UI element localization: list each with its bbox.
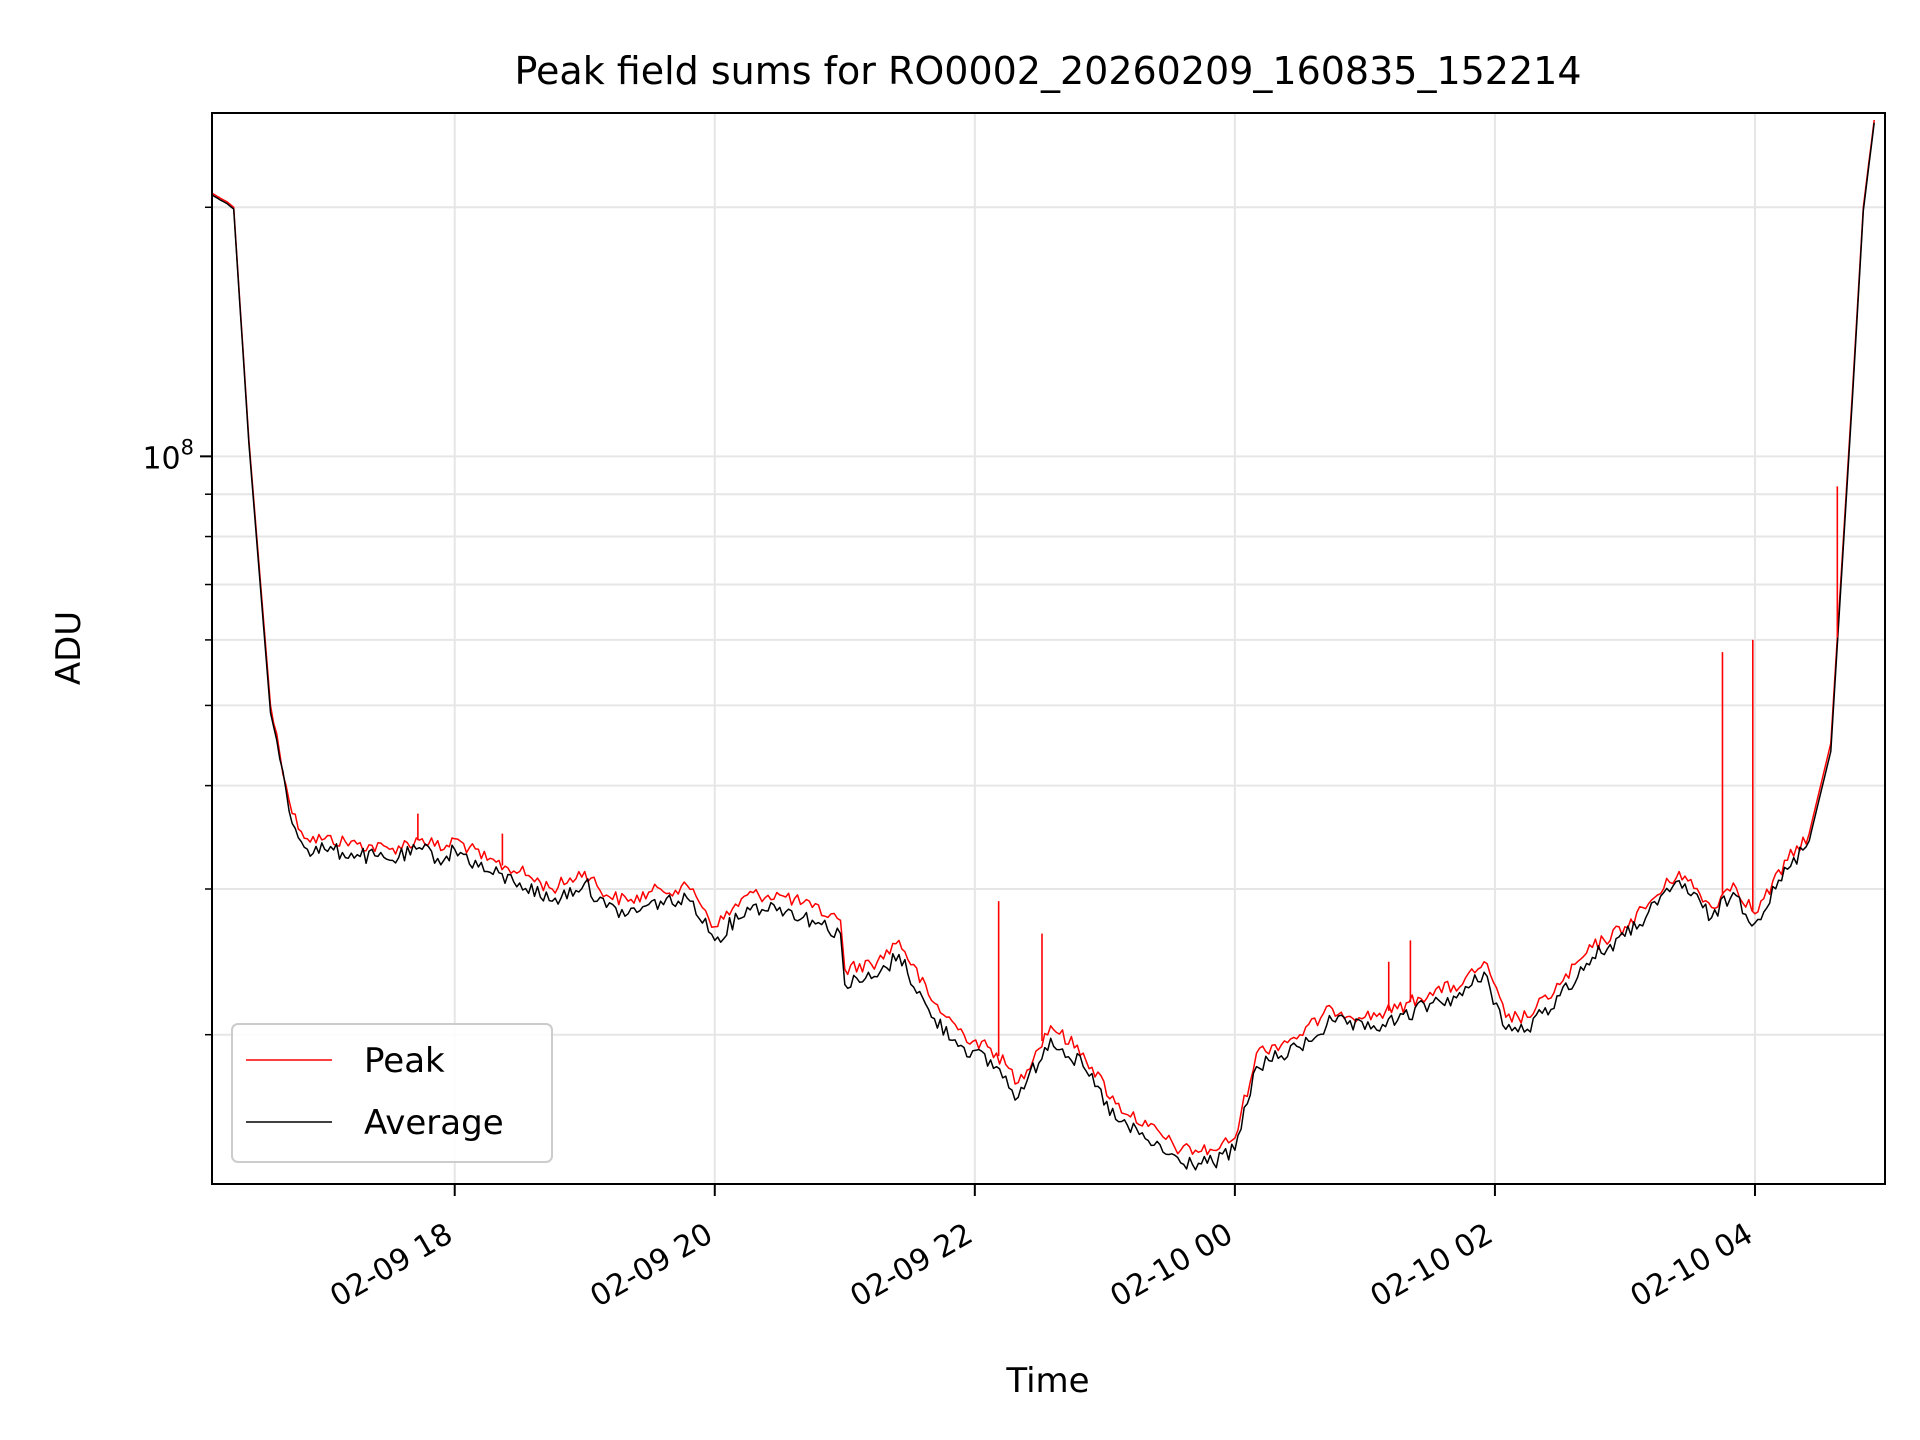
series-line-peak bbox=[211, 119, 1875, 1156]
legend-label-peak: Peak bbox=[364, 1041, 445, 1081]
grid bbox=[212, 113, 1885, 1184]
x-axis-label: Time bbox=[1005, 1361, 1089, 1401]
plot-area bbox=[211, 119, 1875, 1171]
legend-label-average: Average bbox=[364, 1103, 504, 1143]
legend-box bbox=[231, 1023, 553, 1163]
chart-title: Peak field sums for RO0002_20260209_1608… bbox=[514, 49, 1581, 93]
legend: Peak Average bbox=[231, 1023, 553, 1163]
axes-frame bbox=[211, 112, 1886, 1185]
series-line-average bbox=[211, 122, 1875, 1171]
y-axis-label: ADU bbox=[49, 611, 89, 685]
y-tick-label: 108 bbox=[142, 435, 194, 476]
